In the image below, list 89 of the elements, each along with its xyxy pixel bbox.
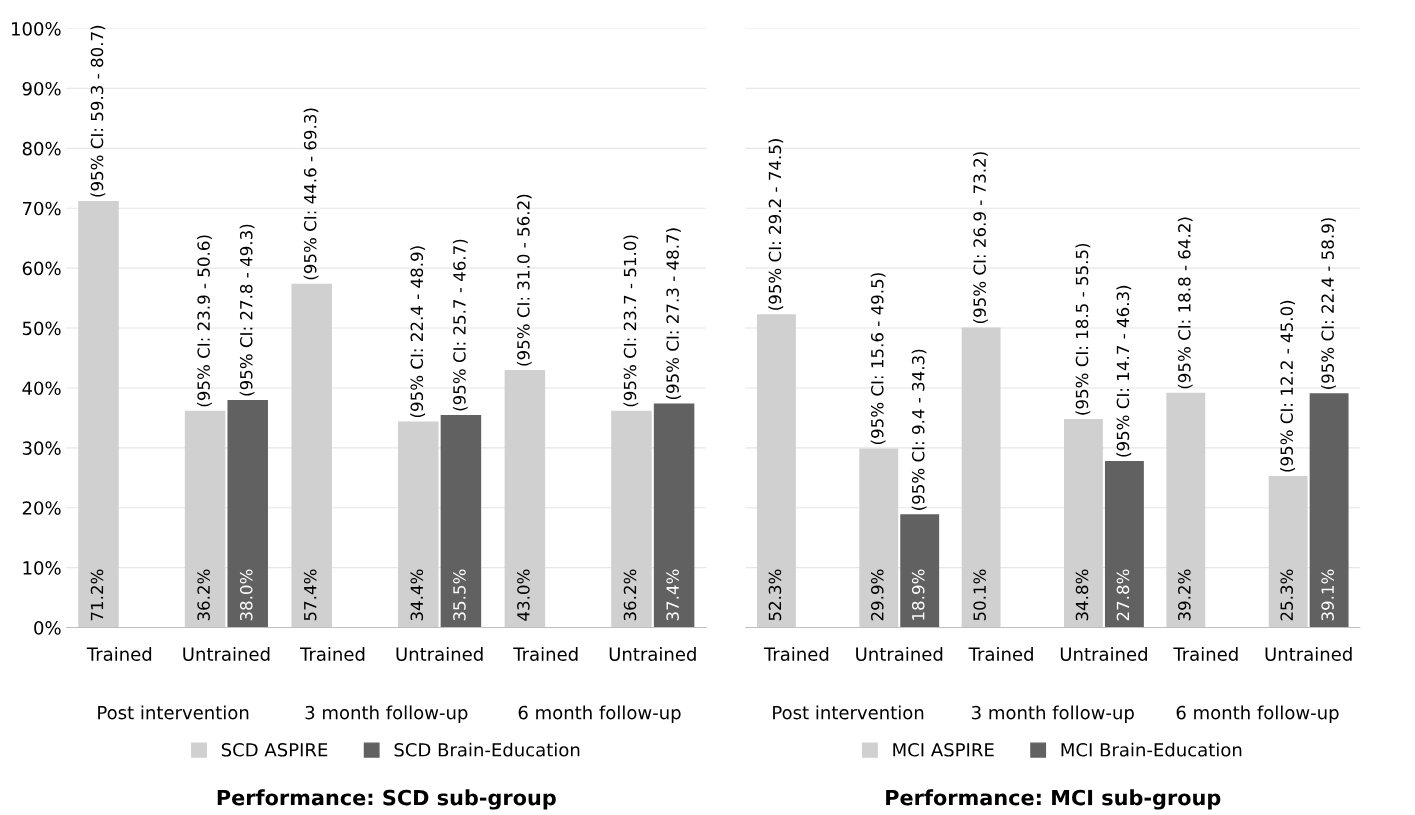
bar: [1064, 419, 1103, 628]
y-tick-label: 50%: [22, 321, 61, 336]
bar: [440, 414, 482, 628]
x-tick-label: Trained: [763, 646, 829, 661]
bar: [756, 314, 796, 628]
annotation: (95% CI: 15.6 - 49.5): [870, 273, 886, 445]
annotation: (95% CI: 23.7 - 51.0): [623, 235, 639, 407]
data-label: 43.0%: [517, 569, 530, 621]
bar: [1104, 461, 1144, 628]
text: 3 month follow-up: [305, 705, 468, 723]
legend-label: MCI ASPIRE: [893, 742, 994, 757]
text: Post intervention: [773, 705, 924, 720]
data-label: 37.4%: [666, 569, 679, 621]
x-tick-label: Trained: [300, 646, 365, 661]
text: Post intervention: [98, 705, 249, 720]
annotation: (95% CI: 23.9 - 50.6): [197, 235, 212, 407]
annotation: (95% CI: 27.8 - 49.3): [239, 224, 255, 396]
data-label: 38.0%: [239, 569, 253, 621]
text: 6 month follow-up: [518, 705, 681, 723]
x-tick-label: Untrained: [856, 646, 943, 661]
x-tick-label: Untrained: [609, 646, 696, 661]
annotation: (95% CI: 31.0 - 56.2): [516, 194, 532, 366]
y-tick-label: 30%: [22, 441, 61, 455]
bar: [78, 201, 119, 628]
x-tick-label: Trained: [513, 646, 578, 661]
legend-label: SCD Brain-Education: [394, 742, 580, 757]
data-label: 39.1%: [1321, 569, 1334, 621]
annotation: (95% CI: 29.2 - 74.5): [768, 139, 784, 310]
x-tick-label: Untrained: [396, 646, 483, 661]
y-tick-label: 70%: [22, 201, 61, 216]
annotation: (95% CI: 26.9 - 73.2): [973, 152, 988, 324]
bar: [1166, 392, 1206, 628]
bar: [611, 410, 652, 628]
y-tick-label: 20%: [22, 501, 61, 515]
data-label: 57.4%: [303, 569, 317, 621]
data-label: 27.8%: [1116, 569, 1130, 621]
annotation: (95% CI: 9.4 - 34.3): [911, 349, 927, 510]
data-label: 34.4%: [410, 569, 424, 621]
text: Performance: SCD sub-group: [217, 789, 556, 810]
x-tick-label: Trained: [1173, 646, 1238, 661]
bar: [504, 369, 546, 628]
y-tick-label: 90%: [22, 81, 61, 96]
data-label: 36.2%: [623, 569, 637, 621]
annotation: (95% CI: 12.2 - 45.0): [1280, 300, 1295, 472]
data-label: 29.9%: [870, 569, 884, 621]
data-label: 18.9%: [911, 569, 925, 620]
bar: [291, 283, 332, 628]
bar: [1309, 393, 1349, 628]
bar: [398, 421, 439, 628]
data-label: 25.3%: [1280, 569, 1293, 621]
x-tick-label: Untrained: [183, 646, 270, 661]
bar: [859, 448, 899, 628]
legend-label: MCI Brain-Education: [1061, 742, 1242, 757]
legend-label: SCD ASPIRE: [221, 742, 328, 757]
data-label: 50.1%: [973, 569, 986, 621]
y-tick-label: 0%: [34, 621, 61, 635]
annotation: (95% CI: 22.4 - 58.9): [1321, 218, 1336, 389]
bar: [900, 514, 940, 628]
annotation: (95% CI: 59.3 - 80.7): [90, 25, 106, 197]
bar: [184, 410, 226, 628]
bar: [1268, 476, 1308, 628]
data-label: 36.2%: [197, 569, 210, 621]
bar: [961, 327, 1001, 628]
y-tick-label: 10%: [23, 561, 61, 575]
annotation: (95% CI: 14.7 - 46.3): [1116, 285, 1132, 457]
x-tick-label: Untrained: [1265, 646, 1352, 661]
data-label: 52.3%: [768, 569, 782, 621]
text: 6 month follow-up: [1176, 705, 1339, 723]
x-tick-label: Trained: [968, 646, 1033, 661]
y-tick-label: 40%: [22, 381, 61, 396]
annotation: (95% CI: 25.7 - 46.7): [452, 239, 468, 411]
x-tick-label: Untrained: [1060, 646, 1147, 661]
data-label: 34.8%: [1075, 569, 1089, 621]
bar: [653, 403, 695, 628]
bar: [227, 399, 268, 628]
annotation: (95% CI: 44.6 - 69.3): [303, 108, 319, 280]
text: Performance: MCI sub-group: [886, 789, 1221, 810]
data-label: 71.2%: [90, 569, 104, 621]
data-label: 35.5%: [453, 569, 466, 621]
annotation: (95% CI: 18.5 - 55.5): [1075, 243, 1091, 415]
y-tick-label: 100%: [12, 21, 61, 36]
y-tick-label: 60%: [22, 261, 61, 276]
annotation: (95% CI: 18.8 - 64.2): [1177, 217, 1193, 389]
y-tick-label: 80%: [22, 141, 61, 156]
annotation: (95% CI: 27.3 - 48.7): [666, 228, 681, 400]
text: 3 month follow-up: [972, 705, 1134, 723]
data-label: 39.2%: [1178, 569, 1191, 621]
x-tick-label: Trained: [86, 646, 152, 661]
annotation: (95% CI: 22.4 - 48.9): [410, 246, 426, 418]
